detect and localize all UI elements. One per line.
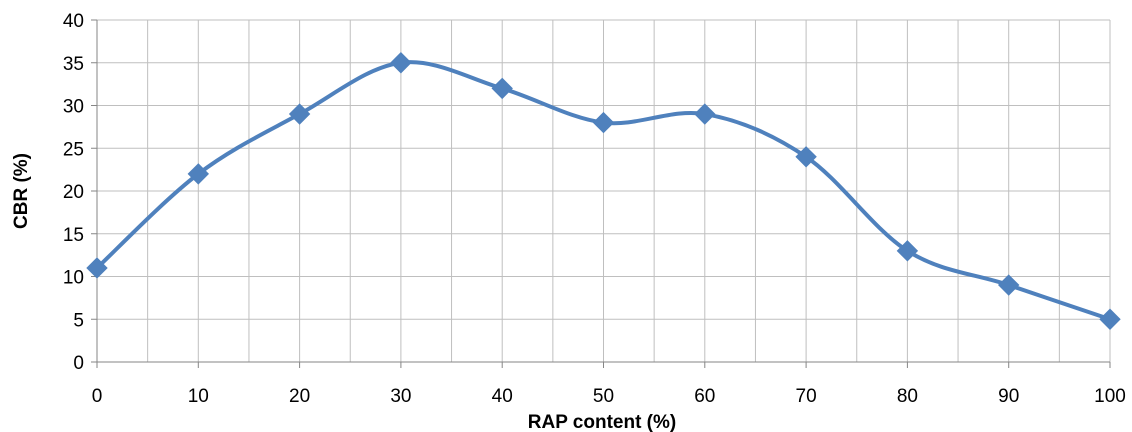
x-tick-label: 90 <box>998 386 1019 407</box>
x-axis-title: RAP content (%) <box>528 412 676 432</box>
x-tick-label: 0 <box>92 386 103 407</box>
data-point-marker <box>86 257 108 279</box>
x-tick-label: 40 <box>492 386 513 407</box>
x-tick-labels: 0 10 20 30 40 50 60 70 80 90 100 <box>92 386 1126 407</box>
x-tick-label: 30 <box>390 386 411 407</box>
y-tick-label: 10 <box>63 268 84 289</box>
y-tick-label: 30 <box>63 97 84 118</box>
data-point-marker <box>694 103 716 125</box>
data-point-marker <box>491 77 513 100</box>
x-tick-label: 70 <box>796 386 817 407</box>
y-tick-label: 0 <box>73 353 84 374</box>
data-point-marker <box>592 111 615 134</box>
y-tick-label: 40 <box>63 11 84 32</box>
grid <box>97 19 1111 362</box>
data-point-marker <box>390 52 412 74</box>
x-tick-label: 20 <box>289 386 310 407</box>
y-axis-title: CBR (%) <box>11 153 32 229</box>
x-tick-label: 100 <box>1094 386 1126 407</box>
data-point-marker <box>288 103 311 125</box>
y-tick-label: 35 <box>63 54 84 75</box>
data-point-marker <box>1099 308 1121 330</box>
data-point-marker <box>997 274 1020 296</box>
y-tick-labels: 0 5 10 15 20 25 30 35 40 <box>63 11 84 374</box>
x-tick-label: 50 <box>593 386 614 407</box>
series-layer <box>86 52 1121 330</box>
x-tick-label: 80 <box>897 386 918 407</box>
x-tick-label: 10 <box>188 386 209 407</box>
x-tick-label: 60 <box>694 386 715 407</box>
y-tick-label: 15 <box>63 225 84 246</box>
y-tick-label: 25 <box>63 139 84 160</box>
y-tick-label: 5 <box>73 310 84 331</box>
data-point-marker <box>187 163 210 185</box>
data-point-marker <box>896 240 919 262</box>
axes <box>91 19 1111 368</box>
y-tick-label: 20 <box>63 182 84 203</box>
data-point-marker <box>795 146 817 168</box>
